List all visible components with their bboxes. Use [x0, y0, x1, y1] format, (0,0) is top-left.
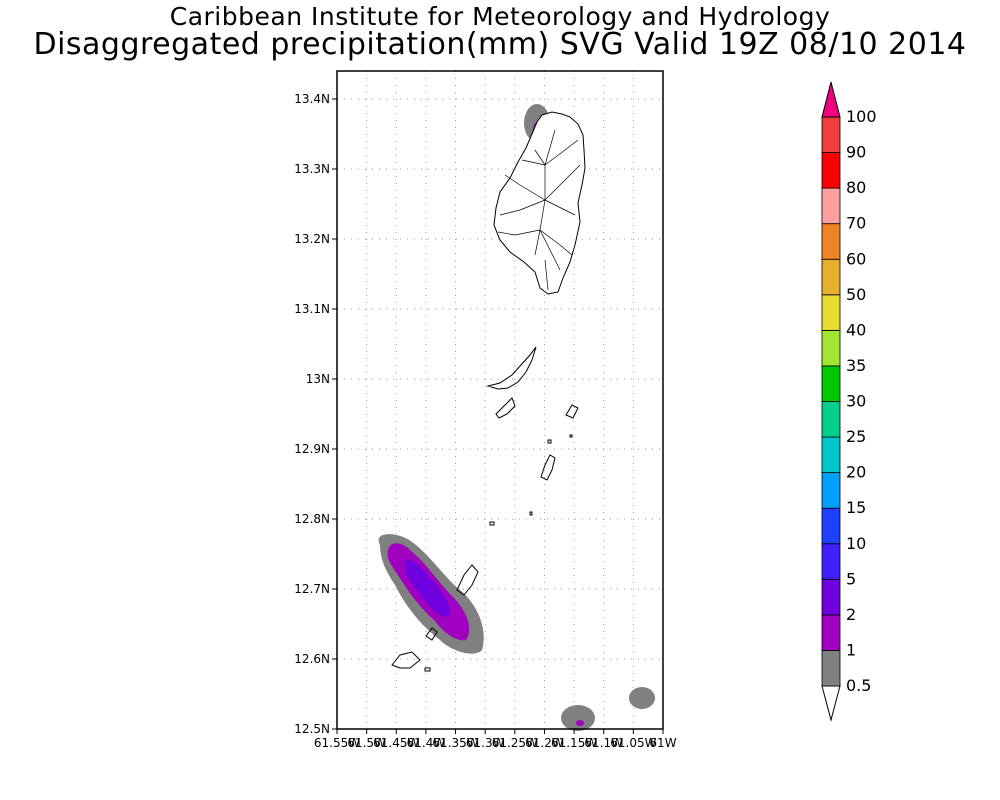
colorbar-swatch	[821, 578, 841, 616]
lat-tick-label: 12.6N	[294, 652, 330, 666]
colorbar-swatch	[821, 116, 841, 153]
islet-5	[424, 667, 431, 672]
petit-martinique-island	[425, 627, 438, 641]
lon-tick-label: 61.45W	[373, 736, 419, 750]
colorbar-under-arrow	[821, 685, 841, 722]
lon-tick-label: 61.25W	[492, 736, 538, 750]
lon-tick-label: 61.15W	[551, 736, 597, 750]
colorbar-level-label: 20	[846, 463, 866, 482]
lat-tick-label: 13.3N	[294, 162, 330, 176]
bequia-island	[486, 346, 537, 390]
chart-title: Caribbean Institute for Meteorology and …	[169, 2, 831, 31]
colorbar-swatch	[821, 543, 841, 580]
st-vincent-island	[493, 111, 586, 295]
carriacou-island	[391, 651, 421, 669]
union-island	[456, 564, 479, 596]
colorbar-swatch	[821, 472, 841, 509]
islet-4	[569, 434, 573, 438]
lon-tick-label: 61.2W	[525, 736, 564, 750]
colorbar-level-label: 5	[846, 569, 856, 588]
lat-tick-label: 13.1N	[294, 302, 330, 316]
lat-tick-label: 13.4N	[294, 92, 330, 106]
lon-tick-label: 61.55W	[314, 736, 360, 750]
colorbar-swatch	[821, 223, 841, 260]
colorbar-level-label: 0.5	[846, 676, 871, 695]
lon-tick-label: 61.05W	[610, 736, 656, 750]
lon-tick-label: 61.3W	[466, 736, 505, 750]
precip-area-southeast-inner	[576, 720, 584, 726]
colorbar-level-label: 15	[846, 498, 866, 517]
lat-tick-label: 12.7N	[294, 582, 330, 596]
colorbar-swatch	[821, 614, 841, 651]
colorbar-swatch	[821, 365, 841, 402]
precip-area-southeast	[561, 705, 595, 731]
mustique-island	[495, 397, 516, 419]
colorbar-level-label: 100	[846, 107, 877, 126]
colorbar-over-arrow	[821, 81, 841, 118]
colorbar-swatch	[821, 507, 841, 545]
precip-area-south-core	[405, 559, 451, 617]
islet-2	[529, 511, 533, 516]
colorbar-swatch	[821, 294, 841, 331]
canouan-island	[540, 454, 556, 481]
lat-tick-label: 12.5N	[294, 722, 330, 736]
colorbar-swatch	[821, 401, 841, 438]
longitude-axis: 61.55W61.5W61.45W61.4W61.35W61.3W61.25W6…	[314, 729, 677, 750]
land-outlines	[391, 111, 586, 672]
colorbar-level-label: 80	[846, 178, 866, 197]
colorbar-swatch	[821, 187, 841, 225]
latitude-axis: 13.4N 13.3N 13.2N 13.1N 13N 12.9N 12.8N 12.7N 12…	[294, 92, 337, 736]
colorbar-level-label: 1	[846, 640, 856, 659]
colorbar-swatch	[821, 650, 841, 687]
islet-1	[489, 521, 495, 526]
lat-tick-label: 12.8N	[294, 512, 330, 526]
grid-lines	[337, 71, 663, 729]
lon-tick-label: 61.1W	[584, 736, 623, 750]
colorbar-swatch	[821, 329, 841, 367]
colorbar-level-label: 35	[846, 356, 866, 375]
st-vincent-watersheds	[497, 129, 581, 291]
lon-tick-label: 61W	[649, 736, 676, 750]
colorbar-level-label: 25	[846, 427, 866, 446]
islet-3	[547, 439, 552, 444]
colorbar-level-label: 30	[846, 392, 866, 411]
colorbar-level-label: 60	[846, 249, 866, 268]
colorbar-level-label: 2	[846, 605, 856, 624]
lon-tick-label: 61.5W	[347, 736, 386, 750]
colorbar-swatch	[821, 436, 841, 474]
lat-tick-label: 13.2N	[294, 232, 330, 246]
lon-tick-label: 61.4W	[407, 736, 446, 750]
colorbar-level-label: 70	[846, 214, 866, 233]
lat-tick-label: 13N	[306, 372, 330, 386]
chart-subtitle: Disaggregated precipitation(mm) SVG Vali…	[33, 27, 967, 62]
lon-tick-label: 61.35W	[432, 736, 478, 750]
colorbar-level-label: 40	[846, 320, 866, 339]
mayreau-island	[565, 404, 579, 419]
colorbar-level-label: 90	[846, 143, 866, 162]
lat-tick-label: 12.9N	[294, 442, 330, 456]
precip-area-east	[629, 687, 655, 709]
colorbar-level-label: 10	[846, 534, 866, 553]
colorbar-swatch	[821, 258, 841, 296]
map-frame	[336, 70, 664, 730]
colorbar-swatch	[821, 152, 841, 189]
colorbar-level-label: 50	[846, 285, 866, 304]
